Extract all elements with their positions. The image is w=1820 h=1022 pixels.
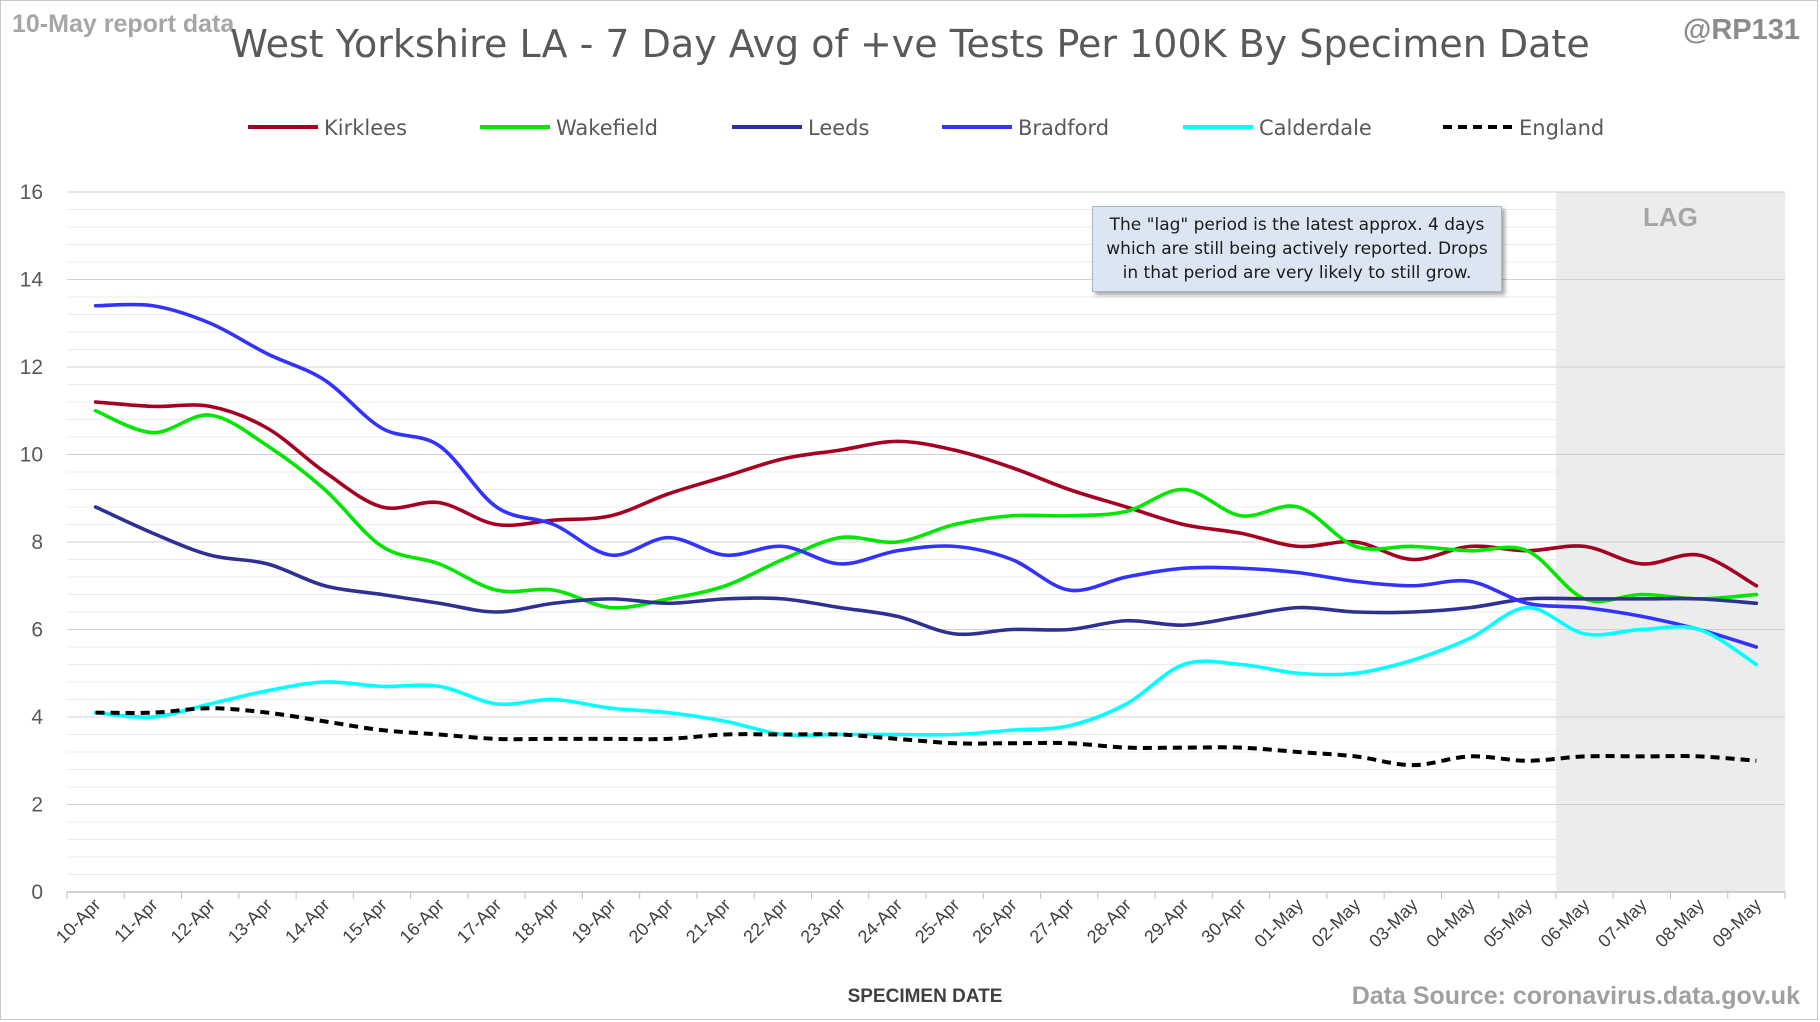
x-tick-label: 07-May: [1594, 895, 1651, 952]
legend-label-england: England: [1519, 116, 1604, 140]
y-tick-label: 6: [31, 619, 43, 642]
x-tick-label: 09-May: [1709, 895, 1766, 952]
x-tick-label: 05-May: [1480, 895, 1537, 952]
author-handle: @RP131: [1683, 14, 1800, 46]
y-tick-label: 0: [31, 881, 43, 904]
y-axis: 0 2 4 6 8 10 12 14 16: [20, 181, 44, 904]
x-tick-label: 26-Apr: [968, 895, 1020, 947]
y-tick-label: 12: [20, 356, 43, 379]
x-tick-label: 11-Apr: [110, 895, 161, 946]
x-tick-label: 04-May: [1422, 895, 1479, 952]
legend-label-calderdale: Calderdale: [1259, 116, 1372, 140]
legend-label-kirklees: Kirklees: [324, 116, 407, 140]
y-tick-label: 14: [20, 269, 44, 292]
x-tick-label: 30-Apr: [1197, 895, 1249, 947]
series-lines: [93, 302, 1759, 768]
x-tick-label: 19-Apr: [568, 895, 620, 947]
x-tick-label: 18-Apr: [510, 895, 562, 947]
chart-title: West Yorkshire LA - 7 Day Avg of +ve Tes…: [230, 22, 1590, 66]
x-tick-label: 13-Apr: [224, 895, 276, 947]
y-tick-label: 16: [20, 181, 43, 204]
series-line-england: [95, 706, 1757, 768]
legend-label-leeds: Leeds: [808, 116, 869, 140]
y-tick-label: 10: [20, 444, 43, 467]
x-tick-label: 16-Apr: [396, 895, 448, 947]
x-tick-label: 06-May: [1537, 895, 1594, 952]
series-line-kirklees: [93, 400, 1759, 588]
y-tick-label: 2: [31, 794, 43, 817]
x-tick-label: 10-Apr: [52, 895, 104, 947]
legend-label-bradford: Bradford: [1018, 116, 1109, 140]
x-tick-label: 27-Apr: [1026, 895, 1078, 947]
series-line-bradford: [93, 302, 1759, 649]
legend-label-wakefield: Wakefield: [556, 116, 658, 140]
x-tick-label: 12-Apr: [167, 895, 219, 947]
lag-annotation-box: The "lag" period is the latest approx. 4…: [1092, 206, 1502, 292]
report-date-label: 10-May report data: [12, 10, 235, 38]
x-tick-label: 20-Apr: [625, 895, 677, 947]
x-tick-label: 17-Apr: [453, 895, 505, 947]
x-tick-label: 03-May: [1365, 895, 1422, 952]
x-tick-label: 14-Apr: [281, 895, 333, 947]
series-line-wakefield: [93, 408, 1759, 610]
x-tick-label: 28-Apr: [1083, 895, 1135, 947]
y-tick-label: 4: [31, 706, 43, 729]
legend: Kirklees Wakefield Leeds Bradford Calderdale…: [248, 116, 1604, 140]
y-tick-label: 8: [31, 531, 43, 554]
x-tick-label: 29-Apr: [1140, 895, 1192, 947]
series-line-leeds: [93, 505, 1759, 637]
x-tick-label: 23-Apr: [797, 895, 849, 947]
x-tick-label: 02-May: [1308, 895, 1365, 952]
x-tick-label: 22-Apr: [739, 895, 791, 947]
x-tick-label: 01-May: [1250, 895, 1307, 952]
x-axis: 10-Apr 11-Apr 12-Apr 13-Apr 14-Apr 15-Apr 16-A…: [52, 891, 1786, 952]
x-tick-label: 08-May: [1651, 895, 1708, 952]
x-tick-label: 24-Apr: [854, 895, 906, 947]
x-axis-title: SPECIMEN DATE: [848, 986, 1003, 1007]
series-line-calderdale: [93, 605, 1759, 738]
x-tick-label: 21-Apr: [682, 895, 734, 947]
x-tick-label: 25-Apr: [911, 895, 963, 947]
x-tick-label: 15-Apr: [338, 895, 390, 947]
lag-label: LAG: [1643, 202, 1698, 232]
data-source-label: Data Source: coronavirus.data.gov.uk: [1351, 982, 1800, 1010]
